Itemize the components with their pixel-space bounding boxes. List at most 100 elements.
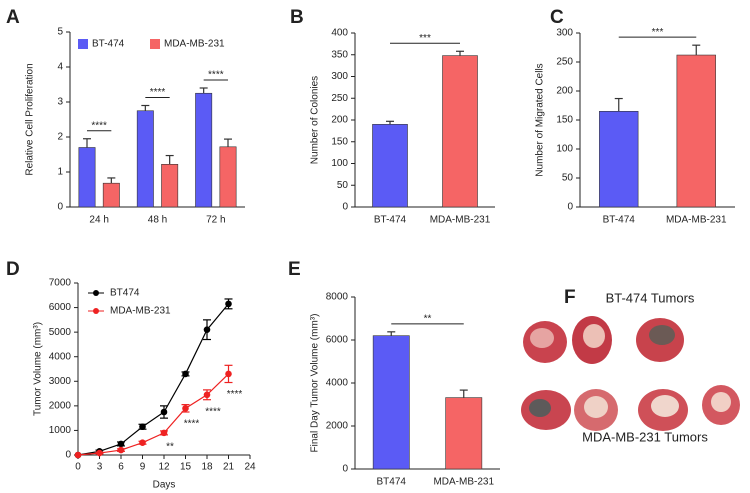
point — [182, 405, 189, 412]
y-tick-label: 250 — [556, 57, 573, 68]
bar — [445, 397, 483, 470]
y-tick-label: 1000 — [49, 425, 72, 436]
y-tick-label: 1 — [57, 167, 63, 178]
x-tick-label: 12 — [158, 462, 170, 473]
y-tick-label: 6000 — [326, 335, 349, 346]
panel-label: D — [6, 259, 20, 280]
legend-marker — [93, 308, 99, 314]
y-tick-label: 8000 — [326, 292, 349, 303]
panel-label: C — [550, 7, 564, 28]
y-axis-label: Number of Colonies — [310, 76, 321, 164]
y-tick-label: 50 — [337, 180, 349, 191]
y-tick-label: 150 — [331, 136, 348, 147]
panel-label: E — [288, 259, 301, 280]
significance-label: **** — [150, 87, 166, 98]
y-tick-label: 2000 — [49, 400, 72, 411]
x-tick-label: MDA-MB-231 — [666, 215, 727, 226]
y-tick-label: 4000 — [49, 351, 72, 362]
y-tick-label: 2000 — [326, 421, 349, 432]
y-tick-label: 50 — [562, 173, 574, 184]
y-axis-label: Tumor Volume (mm³) — [33, 322, 44, 416]
panel-label: A — [6, 7, 20, 28]
y-tick-label: 5 — [57, 27, 63, 38]
point — [182, 370, 189, 378]
bar — [78, 147, 96, 208]
y-tick-label: 2 — [57, 132, 63, 143]
y-axis-label: Final Day Tumor Volume (mm³) — [310, 314, 321, 453]
tumor — [651, 395, 679, 417]
bar — [195, 92, 213, 208]
y-tick-label: 0 — [342, 464, 348, 475]
legend-swatch — [78, 39, 88, 49]
y-tick-label: 200 — [556, 86, 573, 97]
y-tick-label: 0 — [65, 450, 71, 461]
tumor — [649, 325, 675, 345]
y-axis-label: Relative Cell Proliferation — [25, 63, 36, 175]
point — [225, 370, 232, 378]
y-tick-label: 250 — [331, 93, 348, 104]
tumor — [711, 392, 731, 412]
point — [139, 423, 146, 431]
point — [96, 449, 103, 457]
x-tick-label: MDA-MB-231 — [430, 215, 491, 226]
y-tick-label: 400 — [331, 28, 348, 39]
tumor — [529, 399, 551, 417]
y-tick-label: 150 — [556, 115, 573, 126]
significance-label: *** — [419, 33, 431, 44]
bar — [676, 54, 716, 208]
photo-label: BT-474 Tumors — [606, 290, 695, 305]
y-tick-label: 350 — [331, 49, 348, 60]
significance-label: **** — [91, 120, 107, 131]
point — [139, 439, 146, 447]
y-tick-label: 4000 — [326, 378, 349, 389]
point — [160, 429, 168, 437]
panel-label: B — [290, 7, 304, 28]
bar — [219, 146, 237, 208]
y-tick-label: 300 — [556, 28, 573, 39]
x-tick-label: 9 — [140, 462, 146, 473]
bar — [136, 110, 154, 208]
x-axis-label: Days — [153, 480, 176, 491]
legend-label: MDA-MB-231 — [110, 306, 171, 317]
y-tick-label: 0 — [567, 202, 573, 213]
y-tick-label: 7000 — [49, 278, 72, 289]
point — [117, 440, 125, 448]
point — [203, 391, 211, 399]
point — [117, 446, 125, 454]
y-axis-label: Number of Migrated Cells — [535, 63, 546, 176]
bar — [599, 111, 639, 208]
y-tick-label: 300 — [331, 71, 348, 82]
y-tick-label: 5000 — [49, 327, 72, 338]
x-tick-label: MDA-MB-231 — [433, 477, 494, 488]
tumor — [584, 396, 608, 418]
y-tick-label: 3000 — [49, 376, 72, 387]
y-tick-label: 200 — [331, 115, 348, 126]
x-tick-label: 6 — [118, 462, 124, 473]
bar — [442, 55, 478, 208]
x-tick-label: 15 — [180, 462, 192, 473]
x-tick-label: 3 — [97, 462, 103, 473]
significance-label: **** — [205, 406, 221, 417]
significance-label: ** — [166, 441, 174, 452]
y-tick-label: 6000 — [49, 302, 72, 313]
tumor — [583, 324, 605, 348]
significance-label: *** — [652, 27, 664, 38]
legend-marker — [93, 290, 99, 296]
x-tick-label: 18 — [201, 462, 213, 473]
x-tick-label: BT-474 — [374, 215, 407, 226]
significance-label: **** — [184, 419, 200, 430]
x-tick-label: 24 h — [89, 215, 108, 226]
point — [160, 408, 168, 416]
panel-label: F — [564, 287, 576, 308]
bar — [161, 164, 179, 208]
legend-label: MDA-MB-231 — [164, 39, 225, 50]
x-tick-label: 0 — [75, 462, 81, 473]
y-tick-label: 4 — [57, 62, 63, 73]
tumor — [530, 328, 554, 348]
point — [74, 451, 82, 459]
legend-swatch — [150, 39, 160, 49]
significance-label: **** — [208, 70, 224, 81]
x-tick-label: 24 — [244, 462, 256, 473]
x-tick-label: 48 h — [148, 215, 167, 226]
